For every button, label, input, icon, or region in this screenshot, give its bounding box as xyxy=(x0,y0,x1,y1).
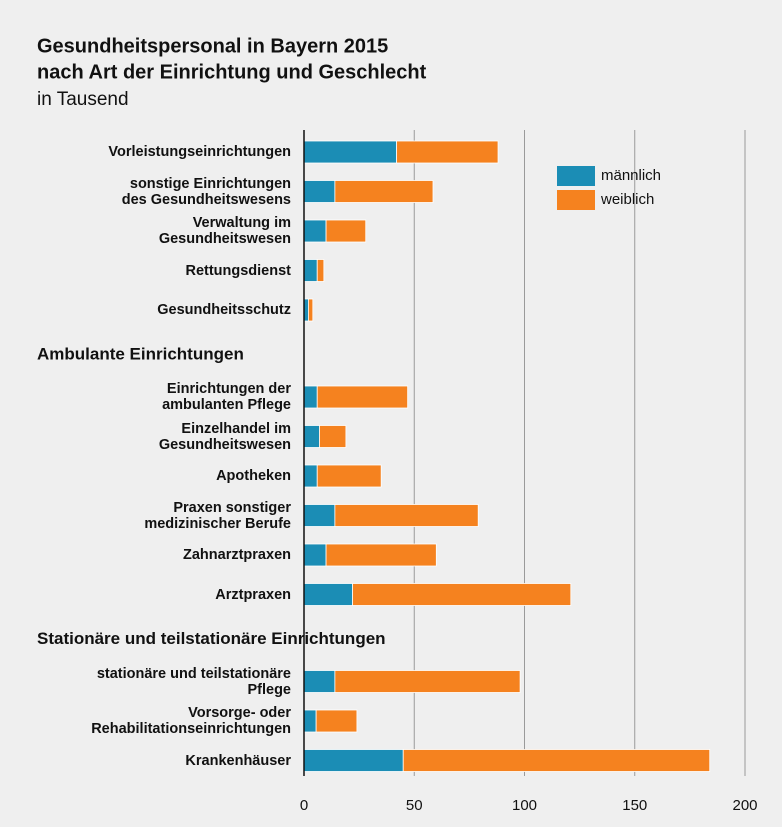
bar xyxy=(402,749,711,772)
bar xyxy=(303,385,318,409)
legend-swatch xyxy=(557,166,595,186)
y-tick-label: Arztpraxen xyxy=(215,586,291,603)
bar xyxy=(325,543,437,567)
y-tick-label: Krankenhäuser xyxy=(185,752,291,769)
y-tick-label: Praxen sonstiger medizinischer Berufe xyxy=(144,499,291,532)
y-tick-label: Zahnarztpraxen xyxy=(183,547,291,563)
x-tick-label: 150 xyxy=(622,797,647,814)
legend-label: männlich xyxy=(601,167,661,184)
x-tick-label: 200 xyxy=(732,797,757,814)
bar xyxy=(303,259,318,282)
y-tick-label: Apotheken xyxy=(216,468,291,484)
bar xyxy=(316,385,409,409)
bar xyxy=(303,140,398,164)
y-tick-label: Gesundheitsschutz xyxy=(157,302,291,318)
bar xyxy=(303,180,336,203)
bar xyxy=(308,298,314,322)
bar xyxy=(303,543,327,567)
bar xyxy=(396,140,499,164)
x-tick-label: 100 xyxy=(512,797,537,814)
chart-subtitle: in Tausend xyxy=(37,89,129,110)
y-tick-label: Einzelhandel im Gesundheitswesen xyxy=(158,420,291,453)
y-tick-label: sonstige Einrichtungen des Gesundheitswe… xyxy=(121,175,291,208)
bar xyxy=(334,670,521,693)
x-tick-label: 0 xyxy=(300,797,308,814)
bar xyxy=(319,425,347,448)
legend-label: weiblich xyxy=(600,191,654,208)
x-tick-label: 50 xyxy=(406,797,423,814)
bar xyxy=(303,583,353,606)
y-tick-label: Verwaltung im Gesundheitswesen xyxy=(158,215,291,247)
bar xyxy=(334,504,479,527)
bar xyxy=(334,180,434,203)
bar xyxy=(352,583,572,606)
bar xyxy=(303,504,336,527)
bar xyxy=(303,219,327,243)
bar xyxy=(303,670,336,693)
bar xyxy=(316,259,325,282)
group-header: Stationäre und teilstationäre Einrichtun… xyxy=(37,629,386,648)
y-tick-label: Rettungsdienst xyxy=(185,262,291,279)
bar xyxy=(303,464,318,488)
bar xyxy=(303,749,404,772)
y-tick-label: Vorsorge- oder Rehabilitationseinrichtun… xyxy=(91,705,291,737)
chart-title: Gesundheitspersonal in Bayern 2015 xyxy=(37,35,388,57)
legend-swatch xyxy=(557,190,595,210)
bar xyxy=(325,219,367,243)
bar xyxy=(316,464,382,488)
y-tick-label: Vorleistungseinrichtungen xyxy=(108,144,291,160)
y-tick-label: Einrichtungen der ambulanten Pflege xyxy=(162,381,291,413)
group-header: Ambulante Einrichtungen xyxy=(37,344,244,363)
bar xyxy=(303,709,317,733)
bar xyxy=(315,709,358,733)
y-tick-label: stationäre und teilstationäre Pflege xyxy=(96,665,291,698)
bar xyxy=(303,425,320,448)
chart-title: nach Art der Einrichtung und Geschlecht xyxy=(37,61,427,83)
